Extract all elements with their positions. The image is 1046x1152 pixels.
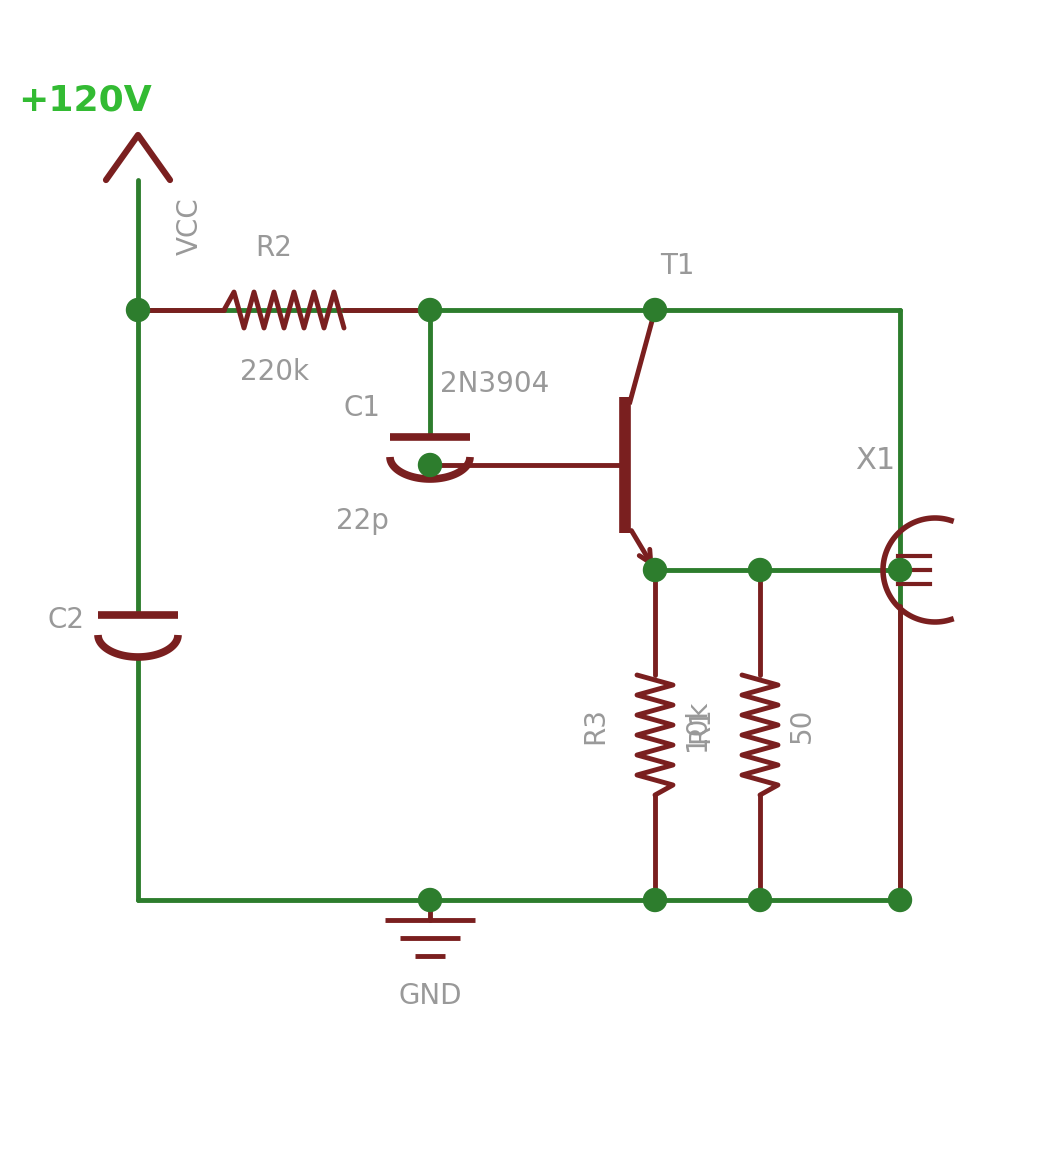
Circle shape: [418, 454, 441, 477]
Text: R3: R3: [581, 706, 609, 743]
Text: 50: 50: [788, 707, 816, 743]
Circle shape: [888, 888, 911, 911]
Circle shape: [418, 298, 441, 321]
Circle shape: [643, 888, 666, 911]
Circle shape: [643, 559, 666, 582]
Circle shape: [749, 888, 772, 911]
Text: GND: GND: [399, 982, 461, 1010]
Text: C2: C2: [47, 606, 85, 634]
Text: X1: X1: [855, 446, 895, 475]
Text: 220k: 220k: [240, 358, 309, 386]
Circle shape: [418, 888, 441, 911]
Text: R1: R1: [686, 706, 714, 743]
Circle shape: [643, 298, 666, 321]
Circle shape: [749, 559, 772, 582]
Text: C1: C1: [343, 394, 381, 422]
Text: +120V: +120V: [18, 83, 152, 118]
Text: 22p: 22p: [336, 507, 388, 535]
Circle shape: [127, 298, 150, 321]
Circle shape: [888, 559, 911, 582]
Text: R2: R2: [255, 234, 293, 262]
Text: VCC: VCC: [176, 197, 204, 255]
Text: T1: T1: [660, 252, 695, 280]
Text: 2N3904: 2N3904: [440, 370, 549, 397]
Text: 10k: 10k: [683, 699, 711, 751]
